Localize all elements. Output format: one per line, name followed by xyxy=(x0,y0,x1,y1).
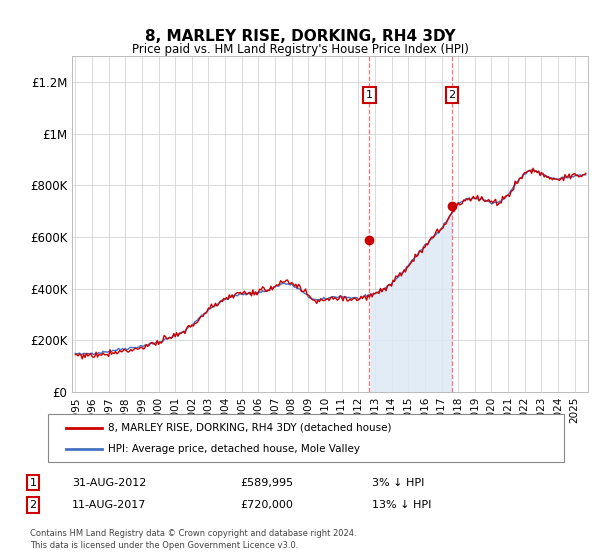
Text: 3% ↓ HPI: 3% ↓ HPI xyxy=(372,478,424,488)
Text: 2: 2 xyxy=(448,90,455,100)
Text: 8, MARLEY RISE, DORKING, RH4 3DY: 8, MARLEY RISE, DORKING, RH4 3DY xyxy=(145,29,455,44)
Text: HPI: Average price, detached house, Mole Valley: HPI: Average price, detached house, Mole… xyxy=(108,444,360,454)
Text: 13% ↓ HPI: 13% ↓ HPI xyxy=(372,500,431,510)
Text: This data is licensed under the Open Government Licence v3.0.: This data is licensed under the Open Gov… xyxy=(30,541,298,550)
Text: £720,000: £720,000 xyxy=(240,500,293,510)
Text: £589,995: £589,995 xyxy=(240,478,293,488)
Text: 2: 2 xyxy=(29,500,37,510)
Text: 1: 1 xyxy=(366,90,373,100)
Text: 11-AUG-2017: 11-AUG-2017 xyxy=(72,500,146,510)
Text: Contains HM Land Registry data © Crown copyright and database right 2024.: Contains HM Land Registry data © Crown c… xyxy=(30,529,356,538)
Text: 1: 1 xyxy=(29,478,37,488)
Text: 31-AUG-2012: 31-AUG-2012 xyxy=(72,478,146,488)
Text: Price paid vs. HM Land Registry's House Price Index (HPI): Price paid vs. HM Land Registry's House … xyxy=(131,43,469,56)
Text: 8, MARLEY RISE, DORKING, RH4 3DY (detached house): 8, MARLEY RISE, DORKING, RH4 3DY (detach… xyxy=(108,423,392,433)
